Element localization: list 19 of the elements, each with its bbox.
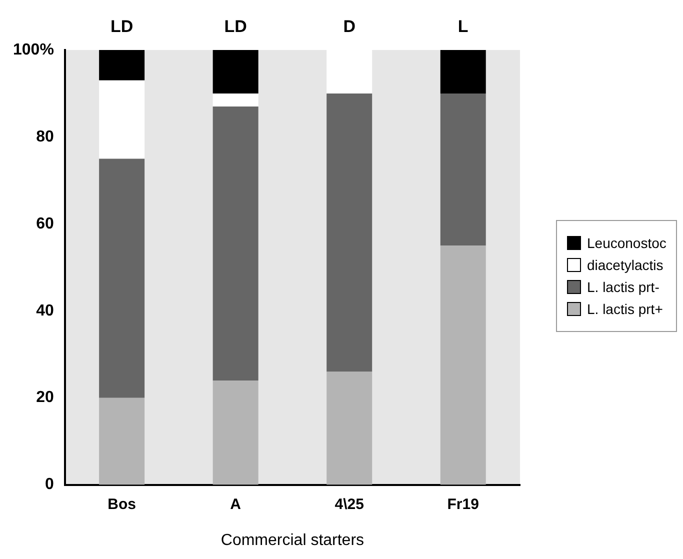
text: LD bbox=[110, 17, 134, 36]
y-tick-label: 40 bbox=[36, 302, 54, 320]
x-axis-title: Commercial starters bbox=[220, 532, 364, 549]
x-tick-label: Bos bbox=[108, 496, 136, 513]
text: LD bbox=[224, 17, 247, 36]
y-tick-label: 100% bbox=[13, 41, 54, 58]
x-tick-label: Fr19 bbox=[447, 496, 479, 513]
legend-label: L. lactis prt- bbox=[587, 279, 660, 295]
y-tick-label: 0 bbox=[45, 476, 54, 494]
y-tick-label: 20 bbox=[36, 389, 54, 406]
y-tick-label: 60 bbox=[36, 215, 54, 232]
text: D bbox=[343, 17, 356, 36]
legend-label: L. lactis prt+ bbox=[587, 301, 663, 317]
y-tick-label: 80 bbox=[36, 128, 54, 146]
legend-label: Leuconostoc bbox=[587, 235, 666, 251]
x-tick-label: A bbox=[230, 496, 242, 513]
x-tick-label: 4\25 bbox=[334, 496, 364, 513]
legend-label: diacetylactis bbox=[587, 257, 664, 273]
text: L bbox=[458, 17, 468, 36]
